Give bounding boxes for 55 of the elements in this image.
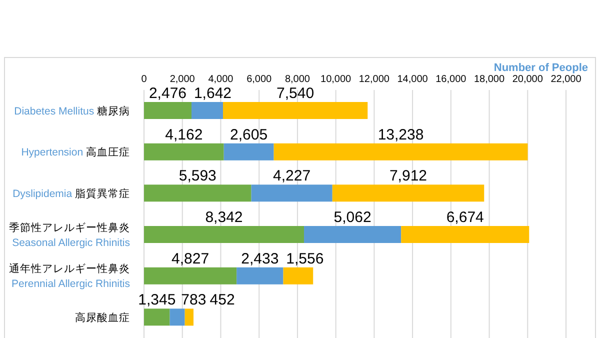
x-tick-label: 6,000 [246,74,272,85]
x-tick-label: 4,000 [208,74,234,85]
x-tick-label: 22,000 [550,74,582,85]
bar [332,184,484,202]
bar [144,102,192,119]
data-label: 452 [210,292,235,309]
bar [222,102,368,119]
y-tick-label: Dyslipidemia 脂質異常症 [12,187,130,200]
bar [283,267,314,284]
data-label: 5,593 [178,168,216,185]
bar [401,226,530,243]
bar [144,308,170,326]
x-tick-label: 0 [141,74,148,85]
data-label: 2,433 [241,250,279,268]
x-tick-label: 20,000 [512,74,544,85]
data-label: 7,912 [389,168,428,185]
data-label: 783 [181,292,206,309]
data-label: 2,605 [230,126,268,144]
data-label: 2,476 [148,85,187,102]
x-tick-label: 2,000 [170,74,196,85]
bar [224,143,274,160]
bar [170,308,185,326]
y-tick-label: 高尿酸血症 [75,311,130,324]
x-tick-label: 10,000 [320,74,352,85]
data-label: 4,827 [172,250,210,268]
y-tick-label: 季節性アレルギー性鼻炎 Seasonal Allergic Rhinitis [9,220,130,249]
data-label: 5,062 [334,209,372,226]
x-tick-label: 8,000 [284,74,310,85]
data-label: 4,227 [273,168,311,185]
data-label: 1,642 [194,85,232,102]
bar [184,308,194,326]
bar [236,267,284,284]
y-tick-label: Hypertension 高血圧症 [21,146,130,159]
data-label: 13,238 [378,126,424,144]
data-label: 8,342 [205,209,243,226]
bar [251,184,332,202]
bar [144,143,224,160]
bar [274,143,528,160]
bar [144,226,304,243]
x-tick-label: 14,000 [397,74,428,85]
bar [144,267,237,284]
y-tick-label: Diabetes Mellitus 糖尿病 [14,104,130,118]
data-label: 7,540 [276,85,314,102]
data-label: 1,556 [286,250,324,268]
x-tick-label: 12,000 [358,74,390,85]
x-axis-title: Number of People [494,62,588,74]
data-label: 4,162 [165,126,203,144]
x-tick-label: 18,000 [474,74,505,85]
x-tick-label: 16,000 [436,74,467,85]
data-label: 6,674 [446,209,484,226]
bar [144,184,252,202]
data-label: 1,345 [138,292,176,309]
bar [304,226,402,243]
y-tick-label: 通年性アレルギー性鼻炎 Perennial Allergic Rhinitis [9,262,130,290]
bar [191,102,223,119]
